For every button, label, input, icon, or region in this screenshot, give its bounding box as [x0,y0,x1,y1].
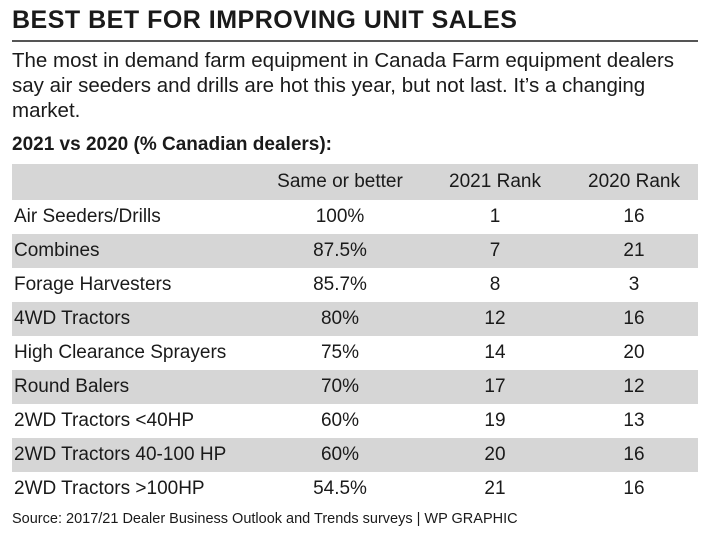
rank-table: Same or better 2021 Rank 2020 Rank Air S… [12,164,698,506]
table-row: Round Balers 70% 17 12 [12,370,698,404]
equipment-name: 2WD Tractors >100HP [14,478,205,499]
rank-2021-value: 14 [484,342,506,363]
equipment-name: Forage Harvesters [14,274,172,295]
rank-2020-value: 20 [623,342,645,363]
same-or-better-value: 85.7% [313,274,367,295]
table-header-row: Same or better 2021 Rank 2020 Rank [12,164,698,200]
chart-title: BEST BET FOR IMPROVING UNIT SALES [12,6,518,34]
rank-2021-value: 7 [489,240,501,261]
rank-2021-value: 20 [484,444,506,465]
rank-2021-value: 1 [489,206,501,227]
same-or-better-value: 87.5% [313,240,367,261]
table-row: Air Seeders/Drills 100% 1 16 [12,200,698,234]
source-note: Source: 2017/21 Dealer Business Outlook … [12,511,518,527]
table-row: Combines 87.5% 7 21 [12,234,698,268]
rank-2020-value: 16 [623,444,645,465]
equipment-name: 2WD Tractors 40-100 HP [14,444,227,465]
title-divider [12,40,698,42]
rank-2020-value: 13 [623,410,645,431]
same-or-better-value: 70% [320,376,360,397]
rank-2021-value: 21 [484,478,506,499]
column-header-same-or-better: Same or better [277,171,403,192]
rank-2020-value: 16 [623,206,645,227]
table-row: High Clearance Sprayers 75% 14 20 [12,336,698,370]
equipment-name: High Clearance Sprayers [14,342,227,363]
rank-2021-value: 17 [484,376,506,397]
column-header-2021-rank: 2021 Rank [449,171,541,192]
table-row: 4WD Tractors 80% 12 16 [12,302,698,336]
rank-2020-value: 21 [623,240,645,261]
rank-2021-value: 12 [484,308,506,329]
same-or-better-value: 100% [315,206,365,227]
table-row: Forage Harvesters 85.7% 8 3 [12,268,698,302]
column-header-equipment [12,164,260,200]
table-caption: 2021 vs 2020 (% Canadian dealers): [12,134,333,155]
same-or-better-value: 54.5% [313,478,367,499]
rank-2020-value: 3 [628,274,640,295]
same-or-better-value: 80% [320,308,360,329]
same-or-better-value: 60% [320,410,360,431]
equipment-name: 2WD Tractors <40HP [14,410,195,431]
table-row: 2WD Tractors 40-100 HP 60% 20 16 [12,438,698,472]
chart-subtitle: The most in demand farm equipment in Can… [12,49,675,122]
rank-2020-value: 12 [623,376,645,397]
equipment-name: Combines [14,240,100,261]
rank-2020-value: 16 [623,308,645,329]
table-row: 2WD Tractors <40HP 60% 19 13 [12,404,698,438]
same-or-better-value: 75% [320,342,360,363]
equipment-name: 4WD Tractors [14,308,131,329]
table-row: 2WD Tractors >100HP 54.5% 21 16 [12,472,698,506]
same-or-better-value: 60% [320,444,360,465]
equipment-name: Air Seeders/Drills [14,206,161,227]
rank-2021-value: 8 [489,274,501,295]
table-body: Air Seeders/Drills 100% 1 16 Combines 87.5% 7 2… [12,200,698,506]
equipment-name: Round Balers [14,376,130,397]
column-header-2020-rank: 2020 Rank [588,171,680,192]
rank-2021-value: 19 [484,410,506,431]
rank-2020-value: 16 [623,478,645,499]
